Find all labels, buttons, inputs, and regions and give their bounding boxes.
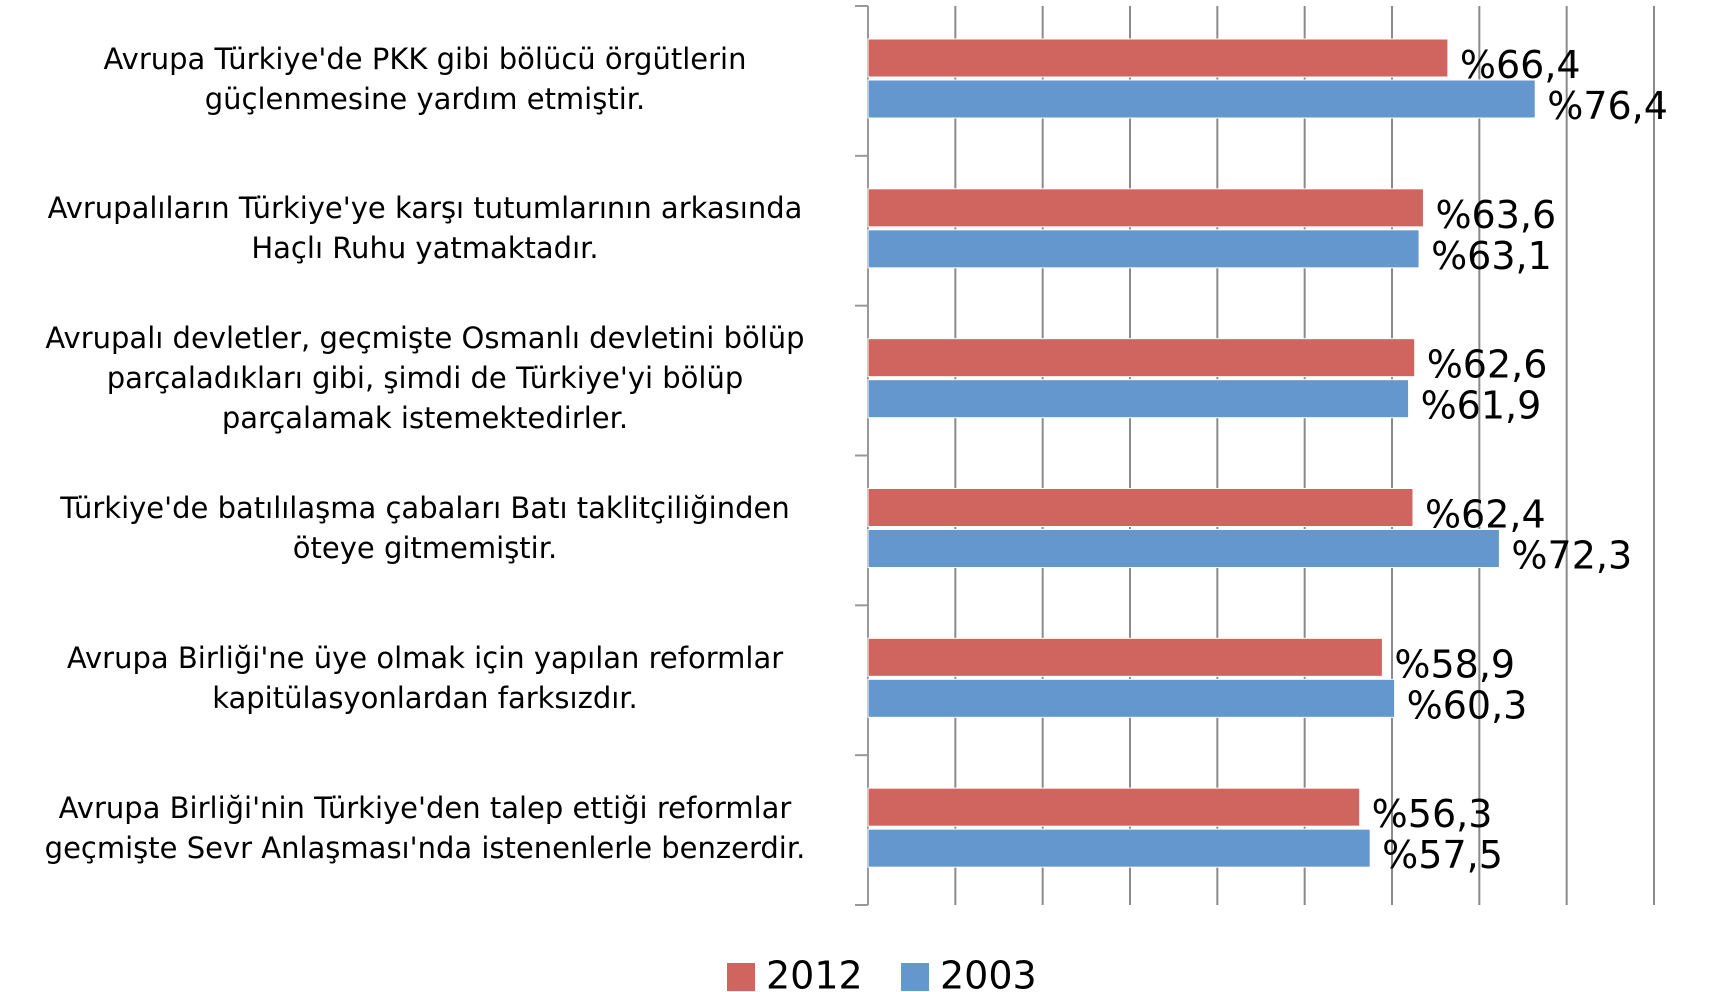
bar <box>867 79 1536 119</box>
bar <box>867 678 1396 718</box>
category-label: Avrupalı devletler, geçmişte Osmanlı dev… <box>45 321 805 436</box>
value-label: %61,9 <box>1421 384 1542 428</box>
category-label: Türkiye'de batılılaşma çabaları Batı tak… <box>60 491 790 565</box>
legend-label: 2003 <box>940 954 1037 992</box>
bar <box>867 488 1414 527</box>
legend-swatch <box>727 963 755 991</box>
value-label: %63,6 <box>1435 193 1556 237</box>
bar <box>867 637 1383 677</box>
value-label: %58,9 <box>1394 642 1515 686</box>
category-label: Avrupa Birliği'ne üye olmak için yapılan… <box>66 640 784 715</box>
bar <box>867 529 1500 568</box>
bar <box>867 828 1371 868</box>
category-label: Avrupa Birliği'nin Türkiye'den talep ett… <box>44 790 806 865</box>
value-label: %72,3 <box>1511 534 1632 578</box>
value-label: %76,4 <box>1547 84 1668 128</box>
bar <box>867 229 1420 269</box>
value-label: %62,6 <box>1427 343 1548 387</box>
category-label: Avrupalıların Türkiye'ye karşı tutumları… <box>47 191 803 266</box>
value-label: %56,3 <box>1372 792 1493 836</box>
bar <box>867 379 1410 419</box>
category-label: Avrupa Türkiye'de PKK gibi bölücü örgütl… <box>103 41 747 116</box>
value-label: %63,1 <box>1431 234 1552 278</box>
bar <box>867 188 1424 228</box>
value-label: %60,3 <box>1407 683 1528 727</box>
bar <box>867 38 1449 78</box>
legend-label: 2012 <box>766 954 863 992</box>
bar <box>867 338 1416 378</box>
value-label: %57,5 <box>1382 833 1503 877</box>
legend-swatch <box>901 963 929 991</box>
bar <box>867 787 1361 827</box>
